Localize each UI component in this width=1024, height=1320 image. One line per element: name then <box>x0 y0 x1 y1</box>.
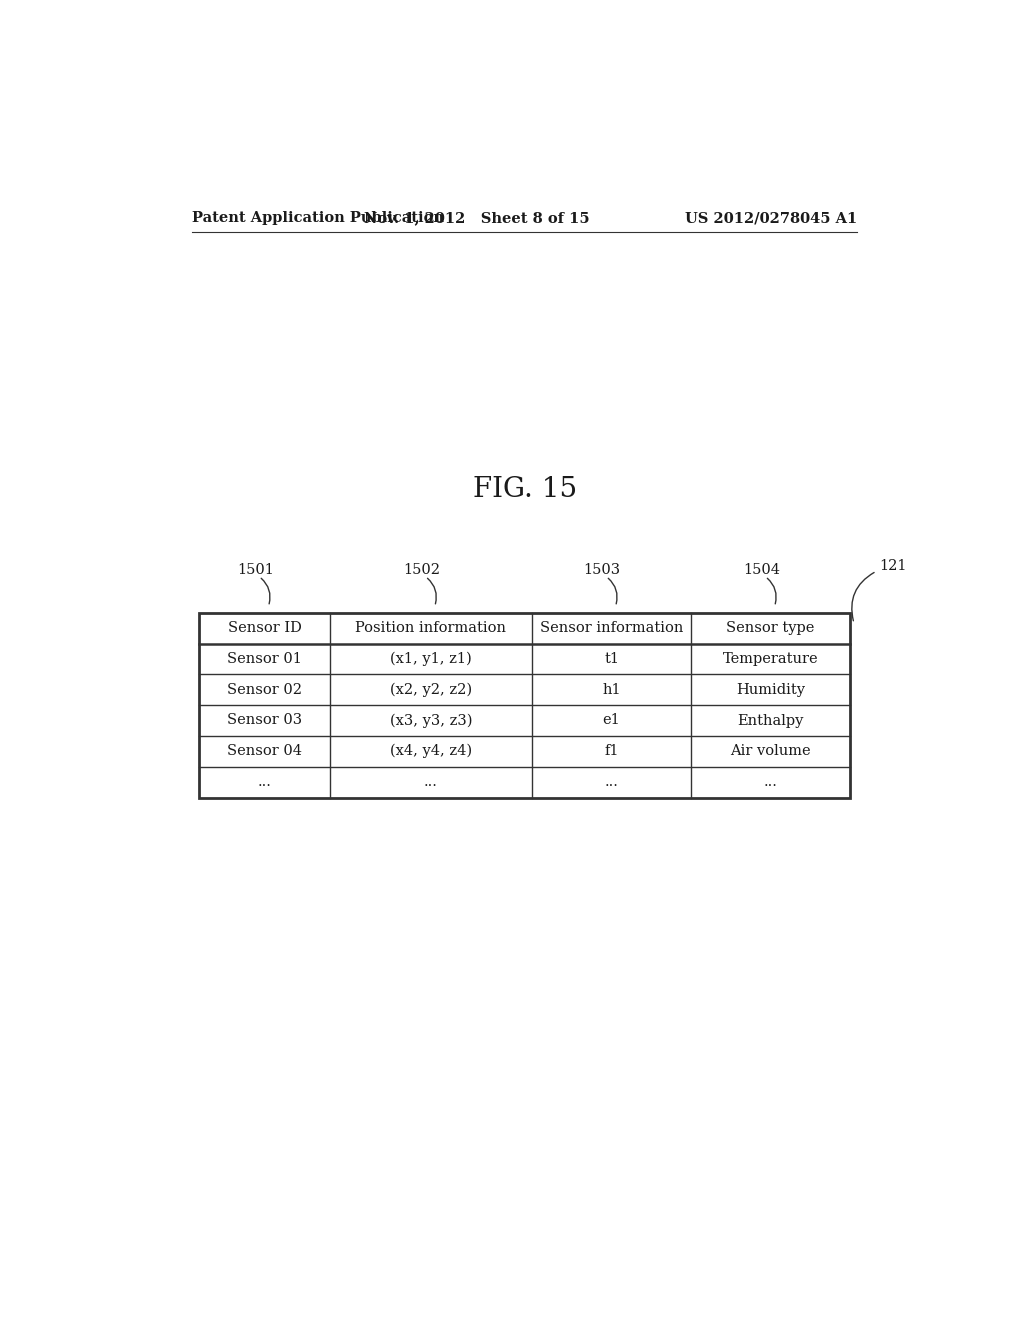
Text: Patent Application Publication: Patent Application Publication <box>193 211 444 226</box>
Text: Sensor 04: Sensor 04 <box>227 744 302 758</box>
Text: ...: ... <box>604 775 618 789</box>
Text: Sensor 03: Sensor 03 <box>227 714 302 727</box>
Text: 1503: 1503 <box>584 564 621 577</box>
Text: 121: 121 <box>880 560 907 573</box>
Text: e1: e1 <box>603 714 621 727</box>
Text: ...: ... <box>424 775 437 789</box>
Text: Humidity: Humidity <box>736 682 805 697</box>
Text: 1501: 1501 <box>237 564 273 577</box>
Text: ...: ... <box>258 775 271 789</box>
Text: (x3, y3, z3): (x3, y3, z3) <box>389 713 472 727</box>
Text: Nov. 1, 2012   Sheet 8 of 15: Nov. 1, 2012 Sheet 8 of 15 <box>365 211 590 226</box>
Text: Air volume: Air volume <box>730 744 811 758</box>
Text: ...: ... <box>764 775 777 789</box>
Text: Enthalpy: Enthalpy <box>737 714 804 727</box>
Text: Temperature: Temperature <box>723 652 818 665</box>
Text: h1: h1 <box>602 682 621 697</box>
Text: Sensor ID: Sensor ID <box>227 622 301 635</box>
Text: (x2, y2, z2): (x2, y2, z2) <box>390 682 472 697</box>
Text: t1: t1 <box>604 652 620 665</box>
Text: (x1, y1, z1): (x1, y1, z1) <box>390 652 472 667</box>
Text: Sensor 02: Sensor 02 <box>227 682 302 697</box>
Text: (x4, y4, z4): (x4, y4, z4) <box>390 744 472 759</box>
Text: 1504: 1504 <box>742 564 780 577</box>
Text: US 2012/0278045 A1: US 2012/0278045 A1 <box>685 211 857 226</box>
Text: Sensor 01: Sensor 01 <box>227 652 302 665</box>
Text: f1: f1 <box>604 744 618 758</box>
Text: Sensor type: Sensor type <box>726 622 815 635</box>
Text: Position information: Position information <box>355 622 506 635</box>
Bar <box>200 612 850 797</box>
Text: FIG. 15: FIG. 15 <box>473 477 577 503</box>
Text: 1502: 1502 <box>403 564 440 577</box>
Text: Sensor information: Sensor information <box>540 622 683 635</box>
